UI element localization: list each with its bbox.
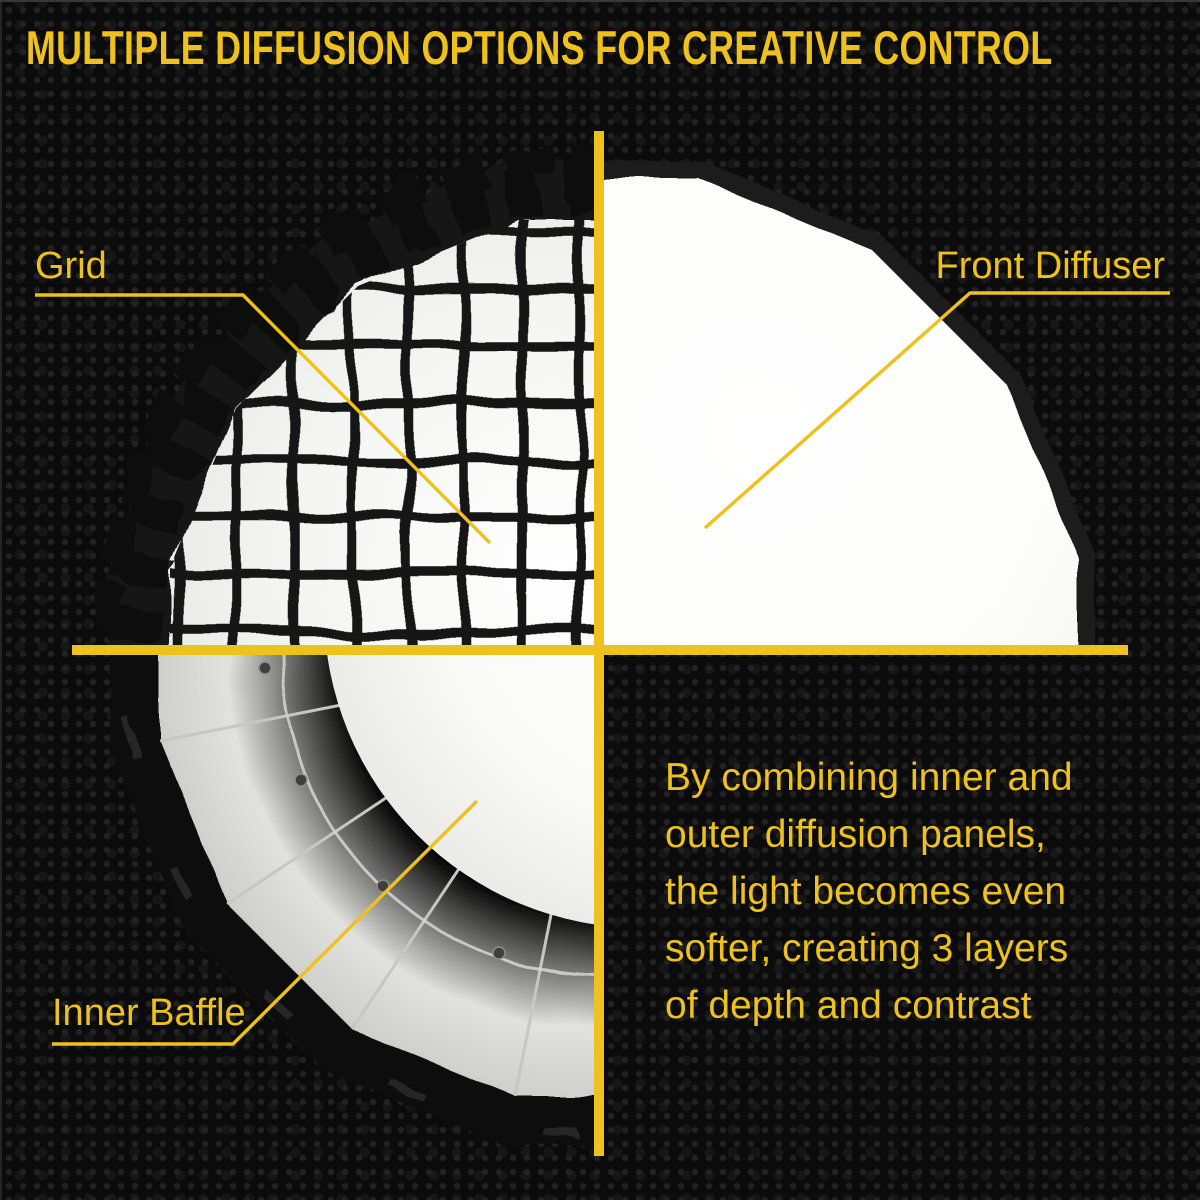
leader-lines (35, 291, 1170, 1046)
inner-baffle-disc (324, 650, 599, 928)
grid-leader-line (35, 293, 492, 545)
grid-label: Grid (35, 245, 107, 287)
softbox-inner-baffle-quadrant (111, 650, 599, 1145)
front-diffuser-leader-line (703, 291, 1170, 530)
softbox-front-diffuser-quadrant (599, 161, 1095, 650)
inner-baffle-label: Inner Baffle (52, 992, 246, 1034)
mounting-screws (258, 661, 506, 960)
description-text: By combining inner and outer diffusion p… (665, 756, 1073, 1027)
front-diffuser-panel (599, 178, 1078, 650)
crosshair-horizontal-line (72, 645, 1128, 655)
front-diffuser-label: Front Diffuser (935, 245, 1165, 287)
crosshair (72, 131, 1128, 1156)
softbox-photo (91, 141, 1095, 1145)
crosshair-vertical-line (594, 131, 604, 1156)
inner-baffle-leader-line (52, 799, 479, 1046)
page-title: MULTIPLE DIFFUSION OPTIONS FOR CREATIVE … (26, 21, 1053, 74)
